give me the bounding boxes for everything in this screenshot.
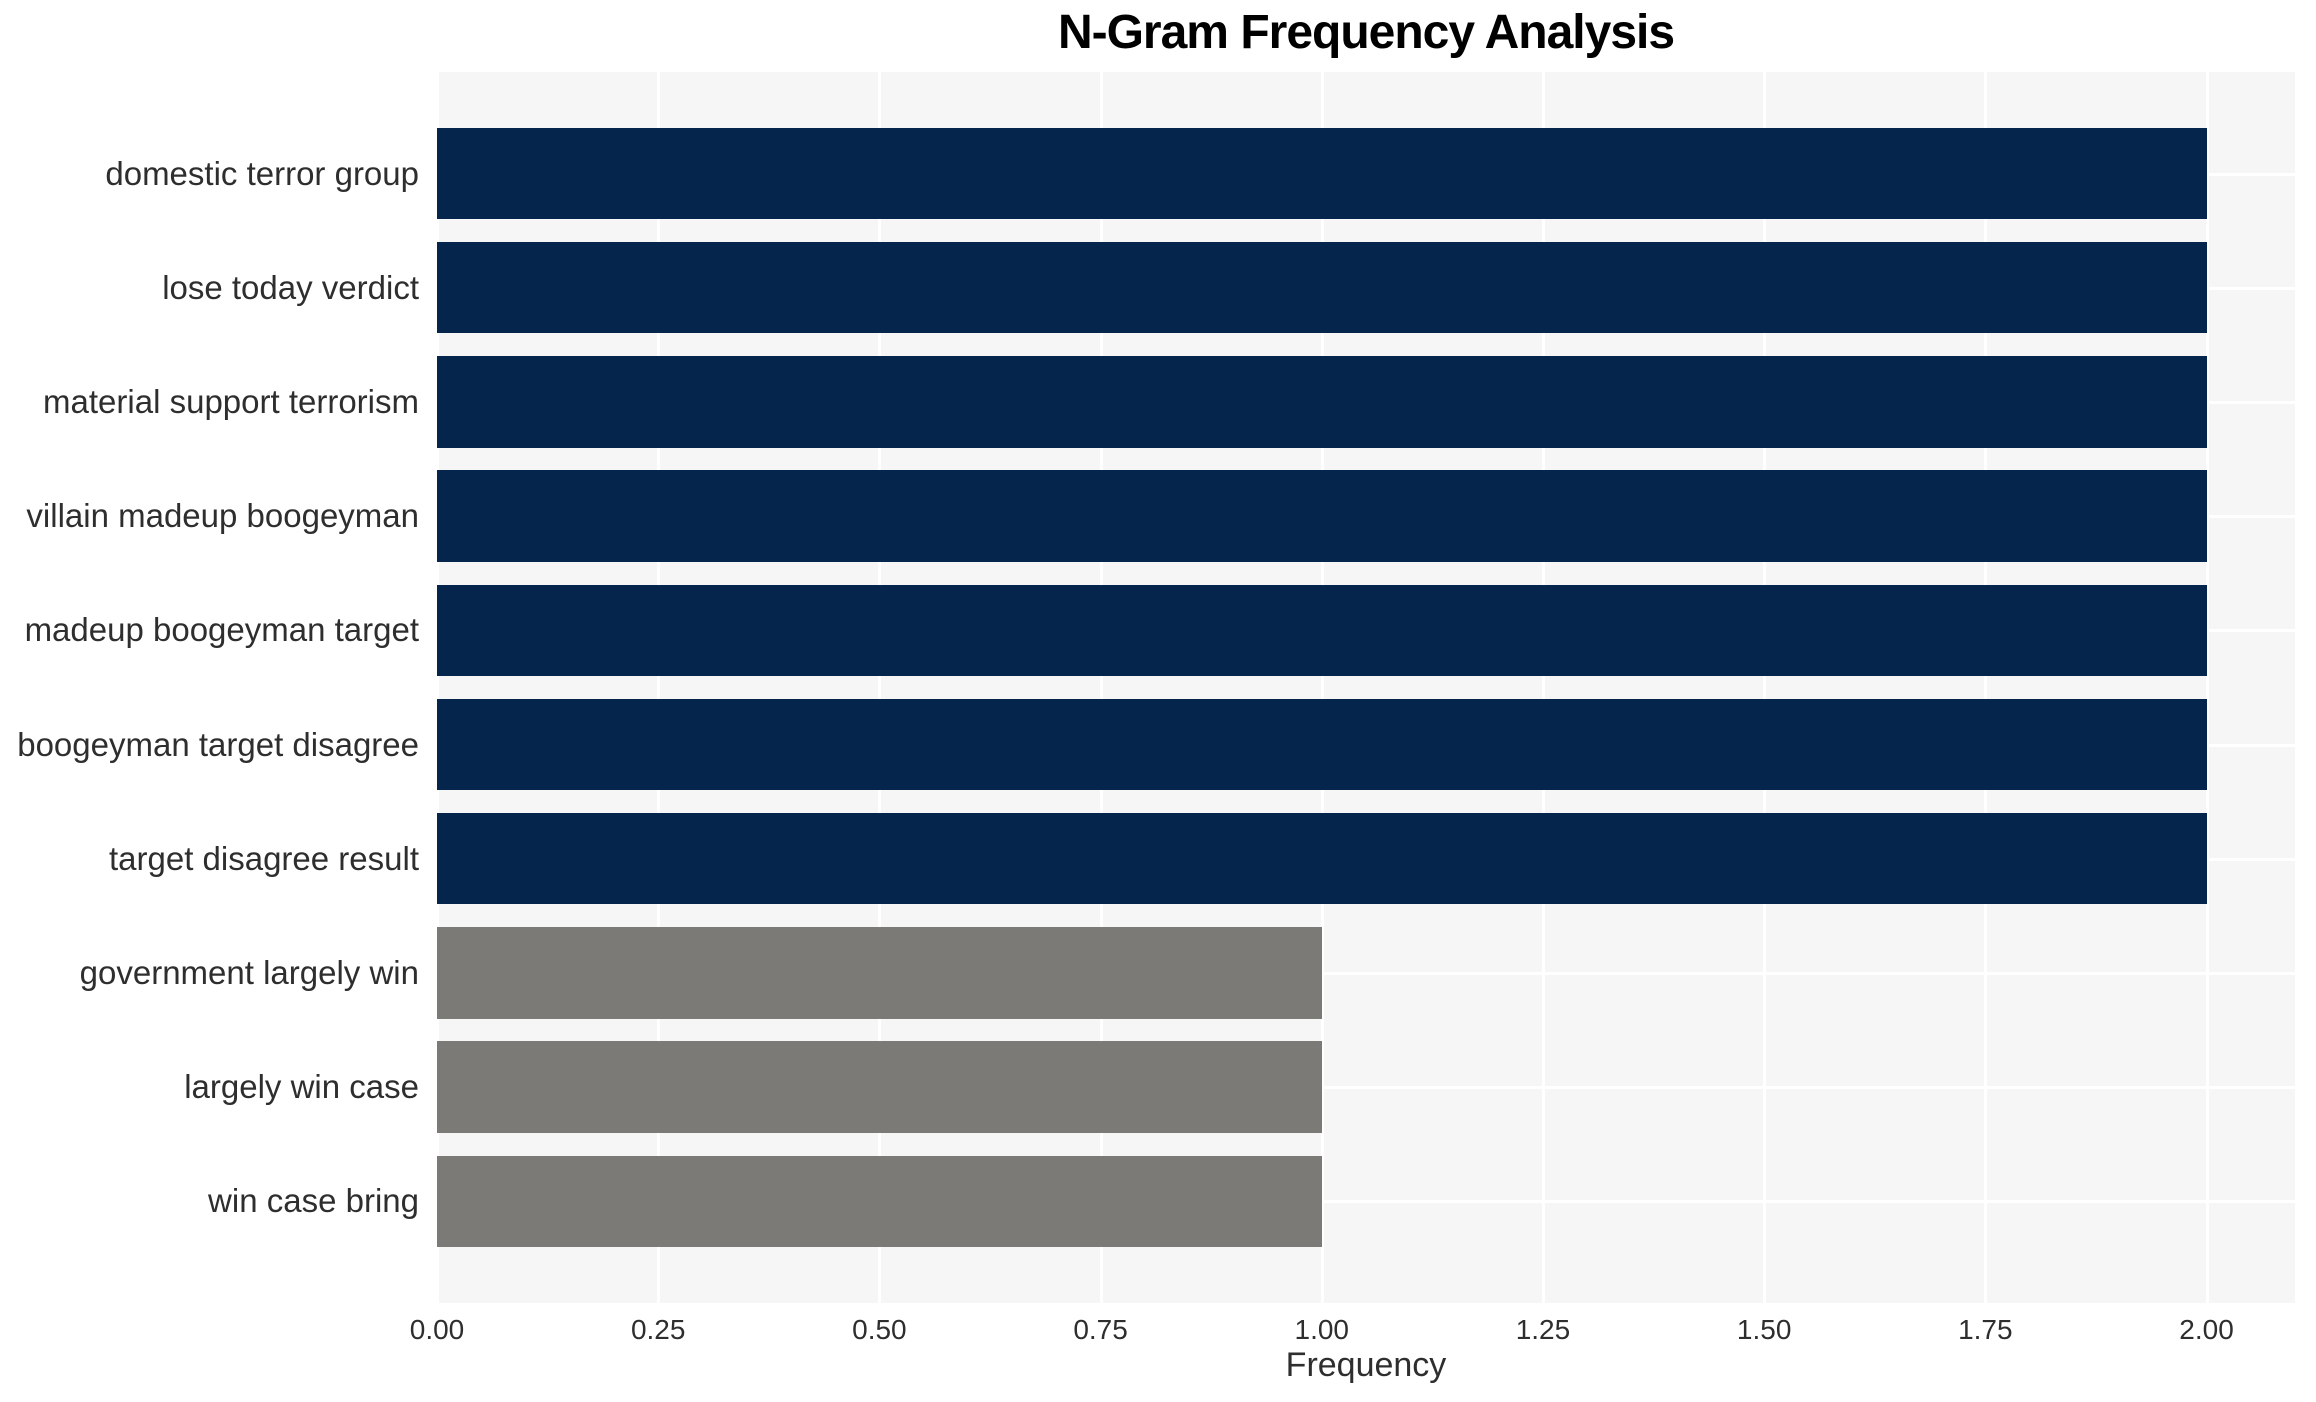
x-tick-label: 1.00 — [1294, 1314, 1350, 1345]
x-gridline — [657, 72, 661, 1303]
x-axis-label: Frequency — [1285, 1346, 1447, 1384]
x-gridline — [1541, 72, 1545, 1303]
x-tick-label: 0.50 — [852, 1314, 907, 1345]
y-category-label: government largely win — [79, 953, 419, 991]
y-category-label: boogeyman target disagree — [17, 725, 419, 763]
y-category-label: win case bring — [208, 1182, 419, 1220]
y-category-label: target disagree result — [108, 839, 419, 877]
x-tick-label: 0.00 — [409, 1314, 465, 1345]
x-tick-label: 1.75 — [1958, 1314, 2013, 1345]
bar — [437, 927, 1322, 1019]
x-tick-label: 1.25 — [1515, 1314, 1571, 1345]
y-category-label: villain madeup boogeyman — [26, 497, 419, 535]
x-tick-label: 0.75 — [1073, 1314, 1128, 1345]
bar — [437, 1041, 1322, 1133]
x-gridline — [878, 72, 882, 1303]
y-category-label: domestic terror group — [105, 154, 419, 192]
chart-title: N-Gram Frequency Analysis — [1057, 6, 1675, 59]
y-category-label: lose today verdict — [162, 268, 419, 306]
bar — [437, 356, 2207, 448]
x-gridline — [2205, 72, 2209, 1303]
bar — [437, 470, 2207, 562]
x-tick-label: 2.00 — [2179, 1314, 2234, 1345]
bar — [437, 127, 2207, 220]
bar — [437, 242, 2207, 334]
y-gridline — [437, 971, 2295, 975]
y-category-label: madeup boogeyman target — [24, 611, 419, 649]
bar — [437, 698, 2207, 791]
x-gridline — [1763, 72, 1767, 1303]
x-tick-label: 1.50 — [1736, 1314, 1792, 1345]
x-gridline — [1320, 72, 1324, 1303]
x-gridline — [1099, 72, 1103, 1303]
y-category-label: largely win case — [184, 1068, 419, 1106]
y-gridline — [437, 1086, 2295, 1090]
bar — [437, 1155, 1322, 1248]
bar — [437, 813, 2207, 905]
y-gridline — [437, 1200, 2295, 1204]
plot-area — [437, 72, 2295, 1303]
x-gridline — [437, 72, 439, 1303]
x-tick-label: 0.25 — [630, 1314, 686, 1345]
bar — [437, 584, 2207, 677]
x-gridline — [1984, 72, 1988, 1303]
y-category-label: material support terrorism — [43, 382, 419, 420]
